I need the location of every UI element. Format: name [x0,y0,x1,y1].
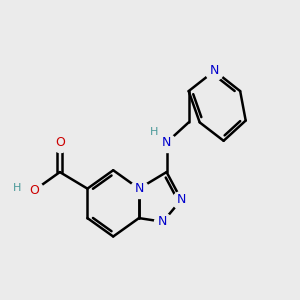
Text: N: N [177,193,186,206]
Text: N: N [158,215,168,228]
Text: N: N [162,136,171,149]
Text: N: N [134,182,144,195]
Text: H: H [149,127,158,136]
Text: O: O [55,136,65,149]
Text: O: O [29,184,39,197]
Text: H: H [13,182,22,193]
Text: N: N [210,64,219,77]
